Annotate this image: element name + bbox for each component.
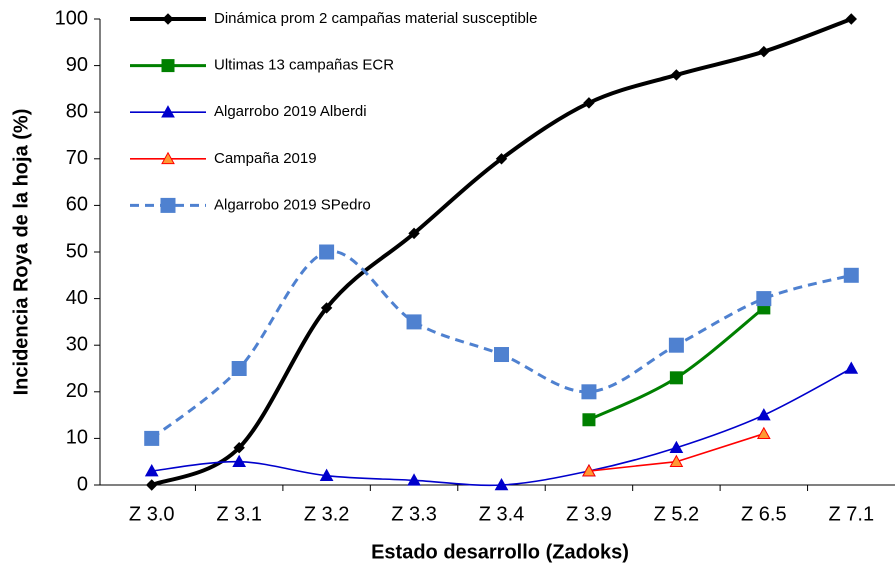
- data-point: [844, 361, 859, 374]
- x-tick-label: Z 6.5: [741, 503, 787, 525]
- data-point: [756, 426, 771, 440]
- data-point: [669, 440, 684, 454]
- data-point: [669, 371, 683, 385]
- y-tick-label: 40: [66, 287, 88, 309]
- y-tick-label: 10: [66, 427, 88, 449]
- data-point: [495, 153, 508, 165]
- y-tick-label: 90: [66, 54, 88, 76]
- data-point: [758, 45, 770, 58]
- y-tick-label: 60: [66, 194, 88, 216]
- data-point: [582, 413, 596, 427]
- data-point: [494, 477, 509, 491]
- data-point: [146, 479, 158, 491]
- x-tick-label: Z 3.0: [129, 503, 175, 525]
- series-line: [588, 306, 765, 422]
- y-tick-label: 70: [66, 147, 88, 169]
- data-point: [232, 454, 247, 467]
- x-axis-title: Estado desarrollo (Zadoks): [371, 541, 629, 563]
- y-axis-title: Incidencia Roya de la hoja (%): [10, 109, 32, 396]
- legend-marker: [160, 197, 176, 213]
- series-line: [150, 249, 852, 440]
- y-tick-label: 30: [66, 333, 88, 355]
- x-tick-label: Z 3.2: [304, 503, 350, 525]
- legend-label: Algarrobo 2019 Alberdi: [214, 103, 367, 120]
- data-point: [581, 384, 597, 400]
- data-point: [406, 314, 422, 330]
- x-tick-label: Z 3.4: [479, 503, 525, 525]
- data-point: [843, 267, 859, 283]
- x-tick-label: Z 3.1: [216, 503, 262, 525]
- x-tick-label: Z 3.9: [566, 503, 612, 525]
- data-point: [582, 463, 596, 477]
- data-point: [233, 442, 245, 454]
- y-tick-label: 100: [55, 7, 88, 29]
- x-tick-label: Z 7.1: [828, 503, 874, 525]
- data-point: [144, 463, 159, 477]
- legend-label: Campaña 2019: [214, 150, 317, 167]
- data-point: [845, 13, 857, 25]
- y-tick-label: 80: [66, 100, 88, 122]
- series-line: [150, 17, 852, 487]
- data-point: [319, 244, 335, 260]
- y-tick-label: 20: [66, 380, 88, 402]
- data-point: [756, 408, 771, 421]
- data-point: [668, 337, 684, 353]
- data-point: [407, 473, 421, 486]
- legend-marker: [161, 59, 175, 73]
- data-point: [144, 430, 160, 446]
- data-point: [320, 302, 333, 314]
- y-tick-label: 0: [77, 473, 88, 495]
- data-point: [583, 97, 595, 109]
- legend-marker: [161, 105, 175, 118]
- legend-marker: [161, 151, 175, 165]
- data-point: [670, 69, 683, 81]
- x-tick-label: Z 3.3: [391, 503, 437, 525]
- legend-label: Ultimas 13 campañas ECR: [214, 57, 394, 74]
- legend-label: Algarrobo 2019 SPedro: [214, 196, 371, 213]
- x-tick-label: Z 5.2: [654, 503, 700, 525]
- data-point: [756, 291, 772, 307]
- data-point: [669, 454, 684, 467]
- data-point: [408, 227, 420, 240]
- data-point: [494, 347, 509, 363]
- data-point: [231, 361, 247, 376]
- y-tick-label: 50: [66, 240, 88, 262]
- legend-label: Dinámica prom 2 campañas material suscep…: [214, 10, 537, 27]
- data-point: [319, 468, 334, 481]
- legend-marker: [162, 13, 174, 25]
